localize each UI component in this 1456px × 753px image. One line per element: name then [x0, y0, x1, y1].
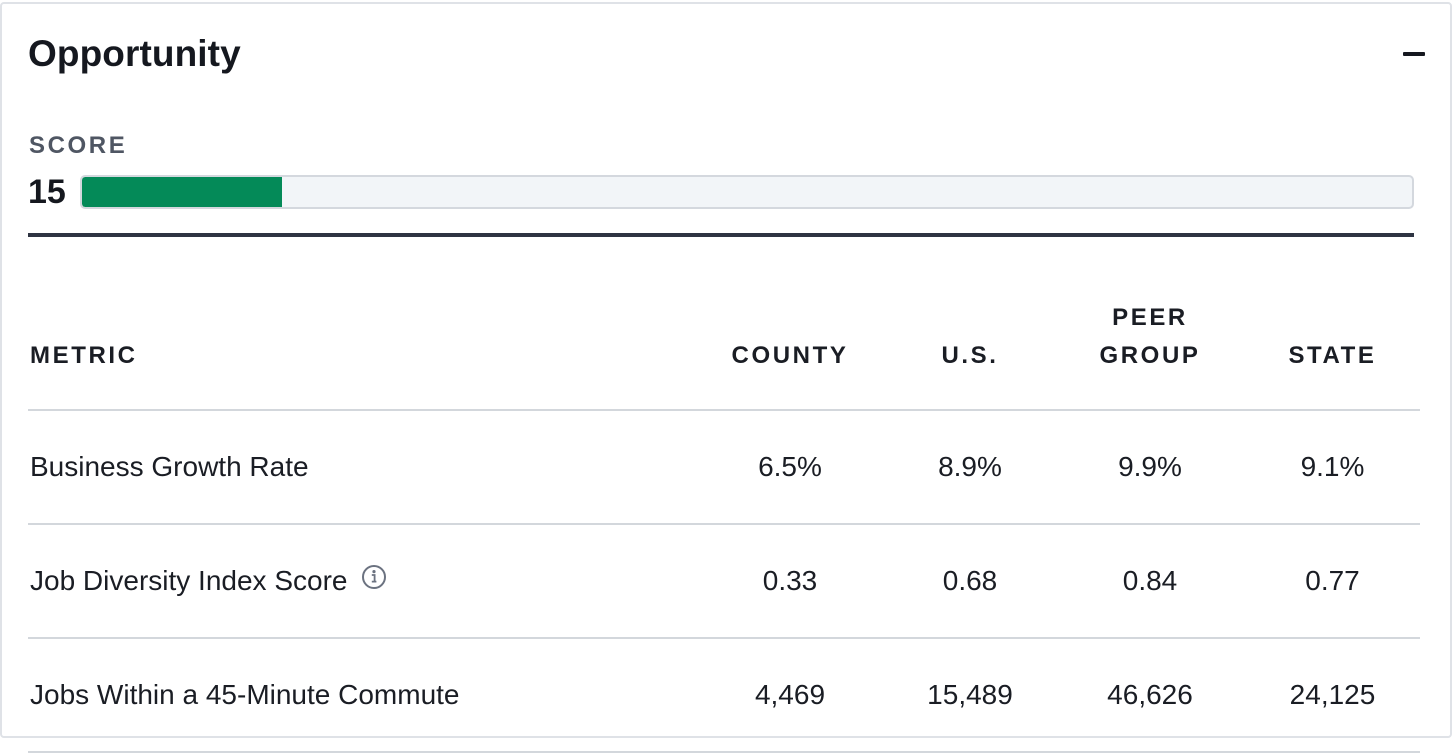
state-value: 9.1% — [1245, 410, 1420, 525]
state-value: 0.77 — [1245, 524, 1420, 639]
collapse-button[interactable] — [1394, 34, 1434, 74]
panel-header: Opportunity — [28, 26, 1425, 82]
minus-icon — [1403, 52, 1425, 56]
panel-title: Opportunity — [28, 33, 241, 74]
column-header-county: COUNTY — [695, 237, 885, 411]
us-value: 8.9% — [885, 410, 1055, 525]
table-row: Job Diversity Index Score 0.33 0.68 0.84… — [28, 524, 1420, 639]
county-value: 0.33 — [695, 524, 885, 639]
peer-group-value: 46,626 — [1055, 638, 1245, 753]
peer-group-value: 9.9% — [1055, 410, 1245, 525]
column-header-metric: METRIC — [28, 237, 695, 411]
table-row: Business Growth Rate 6.5% 8.9% 9.9% 9.1% — [28, 410, 1420, 525]
info-circle-icon[interactable] — [361, 564, 387, 597]
column-header-us: U.S. — [885, 237, 1055, 411]
score-value: 15 — [28, 172, 66, 211]
metric-name: Job Diversity Index Score — [30, 564, 348, 596]
table-row: Jobs Within a 45-Minute Commute 4,469 15… — [28, 638, 1420, 753]
score-label: SCORE — [29, 132, 128, 159]
peer-group-value: 0.84 — [1055, 524, 1245, 639]
score-bar-track — [80, 175, 1414, 209]
score-bar-fill — [82, 177, 282, 207]
column-header-state: STATE — [1245, 237, 1420, 411]
table-header-row: METRIC COUNTY U.S. PEER GROUP STATE — [28, 237, 1420, 411]
metric-cell: Job Diversity Index Score — [28, 524, 695, 639]
metrics-table: METRIC COUNTY U.S. PEER GROUP STATE Busi… — [28, 237, 1420, 753]
metric-name: Business Growth Rate — [28, 410, 695, 525]
section-divider — [28, 233, 1414, 237]
peer-group-header-text: PEER GROUP — [1099, 304, 1201, 369]
county-value: 4,469 — [695, 638, 885, 753]
state-value: 24,125 — [1245, 638, 1420, 753]
metric-name: Jobs Within a 45-Minute Commute — [28, 638, 695, 753]
us-value: 15,489 — [885, 638, 1055, 753]
county-value: 6.5% — [695, 410, 885, 525]
us-value: 0.68 — [885, 524, 1055, 639]
column-header-peer-group: PEER GROUP — [1055, 237, 1245, 411]
score-row: 15 — [28, 172, 1414, 212]
